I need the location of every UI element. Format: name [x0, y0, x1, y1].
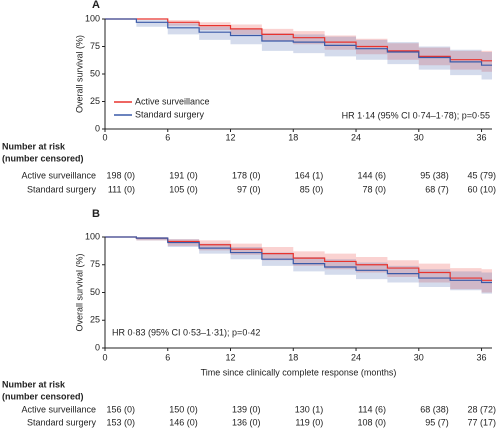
- annotation: HR 1·14 (95% CI 0·74–1·78); p=0·55: [342, 110, 490, 120]
- y-tick-label: 50: [90, 287, 100, 297]
- risk-cell: 156 (0): [106, 404, 135, 414]
- risk-cell: 178 (0): [232, 170, 261, 180]
- survival-curve: [105, 236, 492, 284]
- risk-row-label: Active surveillance: [21, 170, 96, 180]
- confidence-band: [105, 19, 492, 80]
- x-tick-label: 0: [102, 352, 107, 362]
- risk-title: Number at risk: [2, 379, 66, 389]
- y-tick-label: 100: [85, 231, 100, 241]
- y-tick-label: 50: [90, 68, 100, 78]
- risk-cell: 78 (0): [363, 184, 387, 194]
- y-tick-label: 0: [95, 123, 100, 133]
- x-tick-label: 6: [165, 132, 170, 142]
- risk-cell: 198 (0): [106, 170, 135, 180]
- y-axis-label: Overall survival (%): [74, 253, 84, 331]
- confidence-band: [105, 237, 492, 293]
- y-tick-label: 75: [90, 41, 100, 51]
- x-tick-label: 18: [288, 352, 298, 362]
- annotation: HR 0·83 (95% CI 0·53–1·31); p=0·42: [112, 327, 260, 337]
- panel-label: A: [92, 0, 100, 11]
- risk-cell: 77 (17): [467, 417, 496, 427]
- x-tick-label: 30: [414, 132, 424, 142]
- x-tick-label: 0: [102, 132, 107, 142]
- risk-title: (number censored): [2, 153, 84, 163]
- x-tick-label: 6: [165, 352, 170, 362]
- risk-cell: 97 (0): [237, 184, 261, 194]
- x-tick-label: 24: [351, 352, 361, 362]
- risk-row-label: Standard surgery: [27, 184, 97, 194]
- survival-curve: [105, 18, 492, 66]
- risk-cell: 60 (10): [467, 184, 496, 194]
- y-tick-label: 0: [95, 342, 100, 352]
- risk-cell: 114 (6): [358, 404, 386, 414]
- y-tick-label: 25: [90, 96, 100, 106]
- risk-cell: 45 (79): [467, 170, 496, 180]
- risk-cell: 28 (72): [467, 404, 496, 414]
- risk-cell: 139 (0): [232, 404, 261, 414]
- legend-label: Standard surgery: [135, 109, 205, 119]
- risk-cell: 95 (38): [420, 170, 449, 180]
- risk-cell: 164 (1): [295, 170, 324, 180]
- x-tick-label: 36: [477, 352, 487, 362]
- risk-cell: 68 (7): [425, 184, 449, 194]
- confidence-band: [105, 19, 492, 72]
- risk-cell: 68 (38): [420, 404, 449, 414]
- y-tick-label: 100: [85, 13, 100, 23]
- x-tick-label: 24: [351, 132, 361, 142]
- x-tick-label: 12: [226, 352, 236, 362]
- confidence-band: [105, 237, 492, 294]
- risk-cell: 119 (0): [295, 417, 323, 427]
- risk-cell: 153 (0): [106, 417, 135, 427]
- panel-label: B: [92, 208, 100, 220]
- x-tick-label: 36: [477, 132, 487, 142]
- legend-label: Active surveillance: [135, 96, 210, 106]
- risk-row-label: Active surveillance: [21, 404, 96, 414]
- risk-title: (number censored): [2, 391, 84, 401]
- risk-title: Number at risk: [2, 141, 66, 151]
- risk-cell: 108 (0): [357, 417, 386, 427]
- risk-cell: 136 (0): [232, 417, 261, 427]
- x-axis-label: Time since clinically complete response …: [201, 367, 397, 377]
- y-tick-label: 25: [90, 315, 100, 325]
- x-tick-label: 18: [288, 132, 298, 142]
- risk-row-label: Standard surgery: [27, 417, 97, 427]
- x-tick-label: 12: [226, 132, 236, 142]
- survival-curve: [105, 236, 492, 281]
- risk-cell: 191 (0): [169, 170, 198, 180]
- risk-cell: 146 (0): [169, 417, 198, 427]
- risk-cell: 130 (1): [295, 404, 324, 414]
- risk-cell: 95 (7): [425, 417, 449, 427]
- risk-cell: 105 (0): [169, 184, 198, 194]
- y-tick-label: 75: [90, 259, 100, 269]
- x-tick-label: 30: [414, 352, 424, 362]
- y-axis-label: Overall survival (%): [74, 35, 84, 113]
- risk-cell: 144 (6): [357, 170, 386, 180]
- risk-cell: 111 (0): [108, 184, 135, 194]
- survival-curve: [105, 18, 492, 62]
- risk-cell: 85 (0): [300, 184, 324, 194]
- risk-cell: 150 (0): [169, 404, 198, 414]
